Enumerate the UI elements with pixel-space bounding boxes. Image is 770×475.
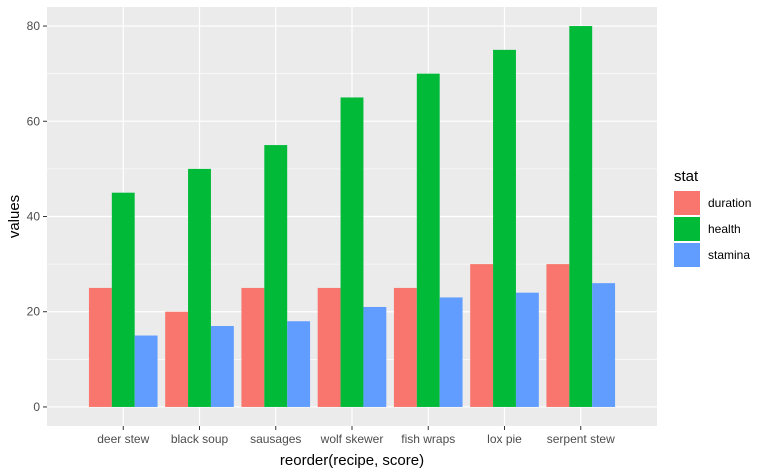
bar-duration bbox=[317, 287, 341, 407]
legend-swatch-duration bbox=[674, 191, 700, 215]
legend-label-duration: duration bbox=[708, 196, 751, 210]
bar-duration bbox=[470, 264, 494, 407]
x-axis-title: reorder(recipe, score) bbox=[280, 452, 424, 469]
legend-label-health: health bbox=[708, 222, 741, 236]
bar-duration bbox=[393, 287, 417, 407]
y-tick-label: 80 bbox=[27, 19, 41, 33]
legend: stat duration health stamina bbox=[674, 168, 751, 267]
y-tick-label: 60 bbox=[27, 114, 41, 128]
x-tick-label: lox pie bbox=[487, 432, 522, 446]
bar-health bbox=[569, 26, 593, 407]
legend-label-stamina: stamina bbox=[708, 248, 750, 262]
bar-health bbox=[188, 168, 211, 407]
bar-duration bbox=[88, 287, 112, 407]
x-tick-label: black soup bbox=[171, 432, 229, 446]
bar-health bbox=[264, 145, 288, 407]
bar-stamina bbox=[287, 321, 311, 407]
x-tick-label: sausages bbox=[250, 432, 301, 446]
bar-duration bbox=[546, 264, 570, 407]
bar-duration bbox=[241, 287, 265, 407]
legend-swatch-stamina bbox=[674, 243, 700, 267]
bar-stamina bbox=[592, 283, 616, 407]
x-tick-label: serpent stew bbox=[547, 432, 615, 446]
bar-stamina bbox=[515, 292, 539, 407]
bar-health bbox=[416, 73, 440, 407]
bar-stamina bbox=[210, 326, 234, 407]
bars bbox=[88, 26, 616, 407]
x-axis: deer stew black soup sausages wolf skewer fi… bbox=[97, 426, 615, 446]
y-tick-label: 20 bbox=[27, 305, 41, 319]
legend-title: stat bbox=[674, 168, 699, 185]
y-axis-title: values bbox=[6, 195, 23, 238]
bar-stamina bbox=[134, 335, 158, 407]
bar-health bbox=[340, 97, 364, 407]
x-tick-label: fish wraps bbox=[401, 432, 455, 446]
x-tick-label: deer stew bbox=[97, 432, 149, 446]
bar-duration bbox=[165, 311, 189, 407]
y-tick-label: 40 bbox=[27, 210, 41, 224]
y-axis: 0 20 40 60 80 bbox=[27, 19, 47, 414]
bar-health bbox=[493, 49, 516, 407]
bar-health bbox=[111, 192, 135, 407]
legend-swatch-health bbox=[674, 217, 700, 241]
y-tick-label: 0 bbox=[33, 400, 40, 414]
x-tick-label: wolf skewer bbox=[320, 432, 384, 446]
bar-stamina bbox=[363, 306, 387, 407]
bar-stamina bbox=[439, 297, 463, 407]
